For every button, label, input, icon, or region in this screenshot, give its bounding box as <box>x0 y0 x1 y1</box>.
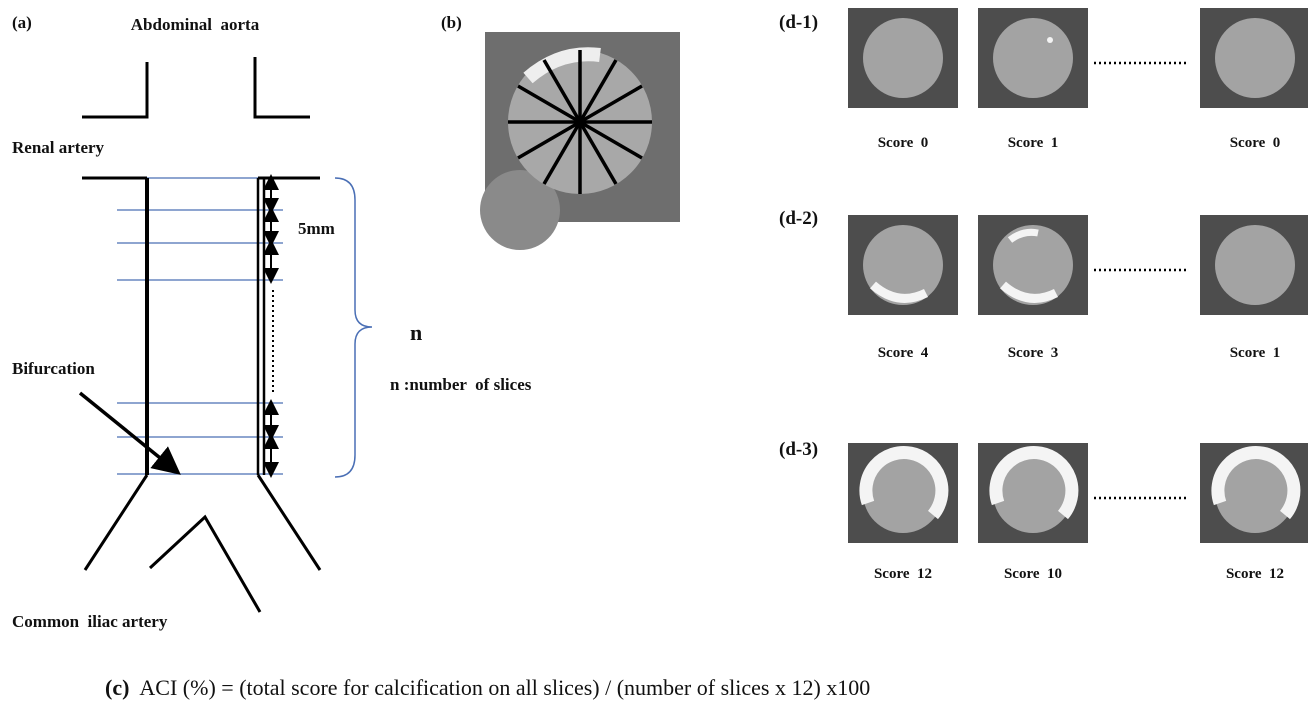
row-label: (d-3) <box>779 439 818 460</box>
calcification <box>1047 37 1053 43</box>
row-label: (d-2) <box>779 208 818 229</box>
panel-label: (b) <box>441 13 462 32</box>
ct-image <box>848 215 958 315</box>
formula: (c) ACI (%) = (total score for calcificat… <box>105 675 870 700</box>
renal-label: Renal artery <box>12 138 105 157</box>
vessel <box>1215 225 1295 305</box>
vessel <box>993 18 1073 98</box>
vessel <box>1215 18 1295 98</box>
bottom-label: Common iliac artery <box>12 612 168 631</box>
score-label: Score 0 <box>878 135 929 151</box>
spacing-label: 5mm <box>298 219 335 238</box>
vessel <box>863 225 943 305</box>
score-label: Score 1 <box>1008 135 1059 151</box>
brace <box>335 178 372 477</box>
bracket-label: n <box>410 320 422 345</box>
aorta-wall <box>258 178 264 475</box>
ct-image <box>848 443 958 543</box>
panel-b: (b) <box>441 13 680 250</box>
aorta-top <box>82 57 310 117</box>
ct-image <box>1200 8 1308 108</box>
score-label: Score 10 <box>1004 566 1062 582</box>
row-label: (d-1) <box>779 12 818 33</box>
ct-image <box>1200 443 1308 543</box>
vessel <box>993 225 1073 305</box>
top-label: Abdominal aorta <box>131 15 260 34</box>
formula-text: ACI (%) = (total score for calcification… <box>139 675 870 700</box>
score-label: Score 3 <box>1008 345 1059 361</box>
ct-image <box>978 8 1088 108</box>
ct-image <box>1200 215 1308 315</box>
panel-label: (a) <box>12 13 32 32</box>
score-label: Score 0 <box>1230 135 1281 151</box>
ct-image <box>848 8 958 108</box>
panel-a: (a) Abdominal aorta Renal artery 5mm n n… <box>12 13 532 631</box>
score-label: Score 12 <box>874 566 932 582</box>
panel-d: (d-1) Score 0 Score 1 Score 0 (d-2) Score 4 Sc… <box>779 8 1308 582</box>
bracket-note: n :number of slices <box>390 375 532 394</box>
iliac-arteries <box>85 475 320 612</box>
vessel <box>863 18 943 98</box>
bifurcation-label: Bifurcation <box>12 359 95 378</box>
panel-label: (c) <box>105 675 129 700</box>
bifurcation-arrow <box>80 393 170 466</box>
spacing-arrows <box>271 182 273 470</box>
ct-image <box>978 443 1088 543</box>
score-label: Score 12 <box>1226 566 1284 582</box>
score-label: Score 1 <box>1230 345 1281 361</box>
figure: (a) Abdominal aorta Renal artery 5mm n n… <box>0 0 1308 705</box>
ct-image <box>978 215 1088 315</box>
score-label: Score 4 <box>878 345 929 361</box>
